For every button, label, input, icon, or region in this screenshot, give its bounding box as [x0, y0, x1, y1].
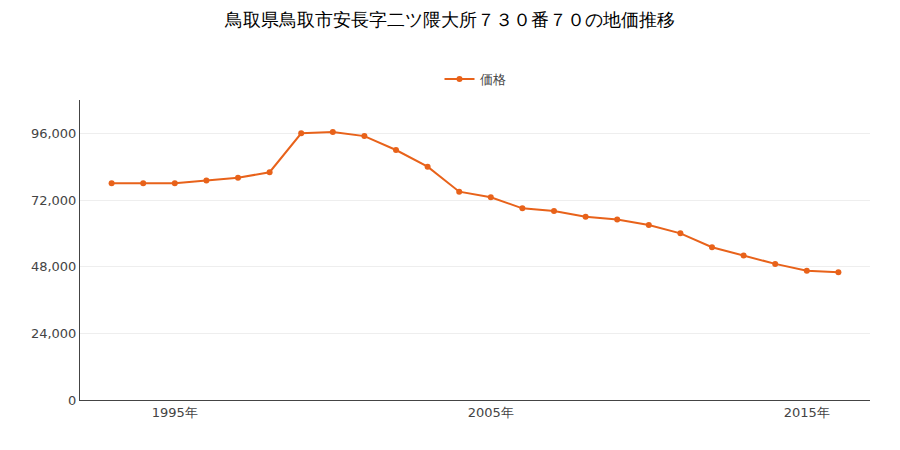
svg-text:鳥取県鳥取市安長字二ツ隈大所７３０番７０の地価推移: 鳥取県鳥取市安長字二ツ隈大所７３０番７０の地価推移: [224, 9, 675, 30]
svg-text:72,000: 72,000: [31, 193, 77, 208]
svg-text:1995年: 1995年: [152, 405, 198, 420]
svg-text:2015年: 2015年: [784, 405, 830, 420]
svg-text:96,000: 96,000: [31, 126, 77, 141]
svg-text:24,000: 24,000: [31, 326, 77, 341]
svg-text:価格: 価格: [480, 72, 506, 87]
svg-text:48,000: 48,000: [31, 259, 77, 274]
svg-text:0: 0: [68, 393, 76, 408]
svg-text:2005年: 2005年: [468, 405, 514, 420]
